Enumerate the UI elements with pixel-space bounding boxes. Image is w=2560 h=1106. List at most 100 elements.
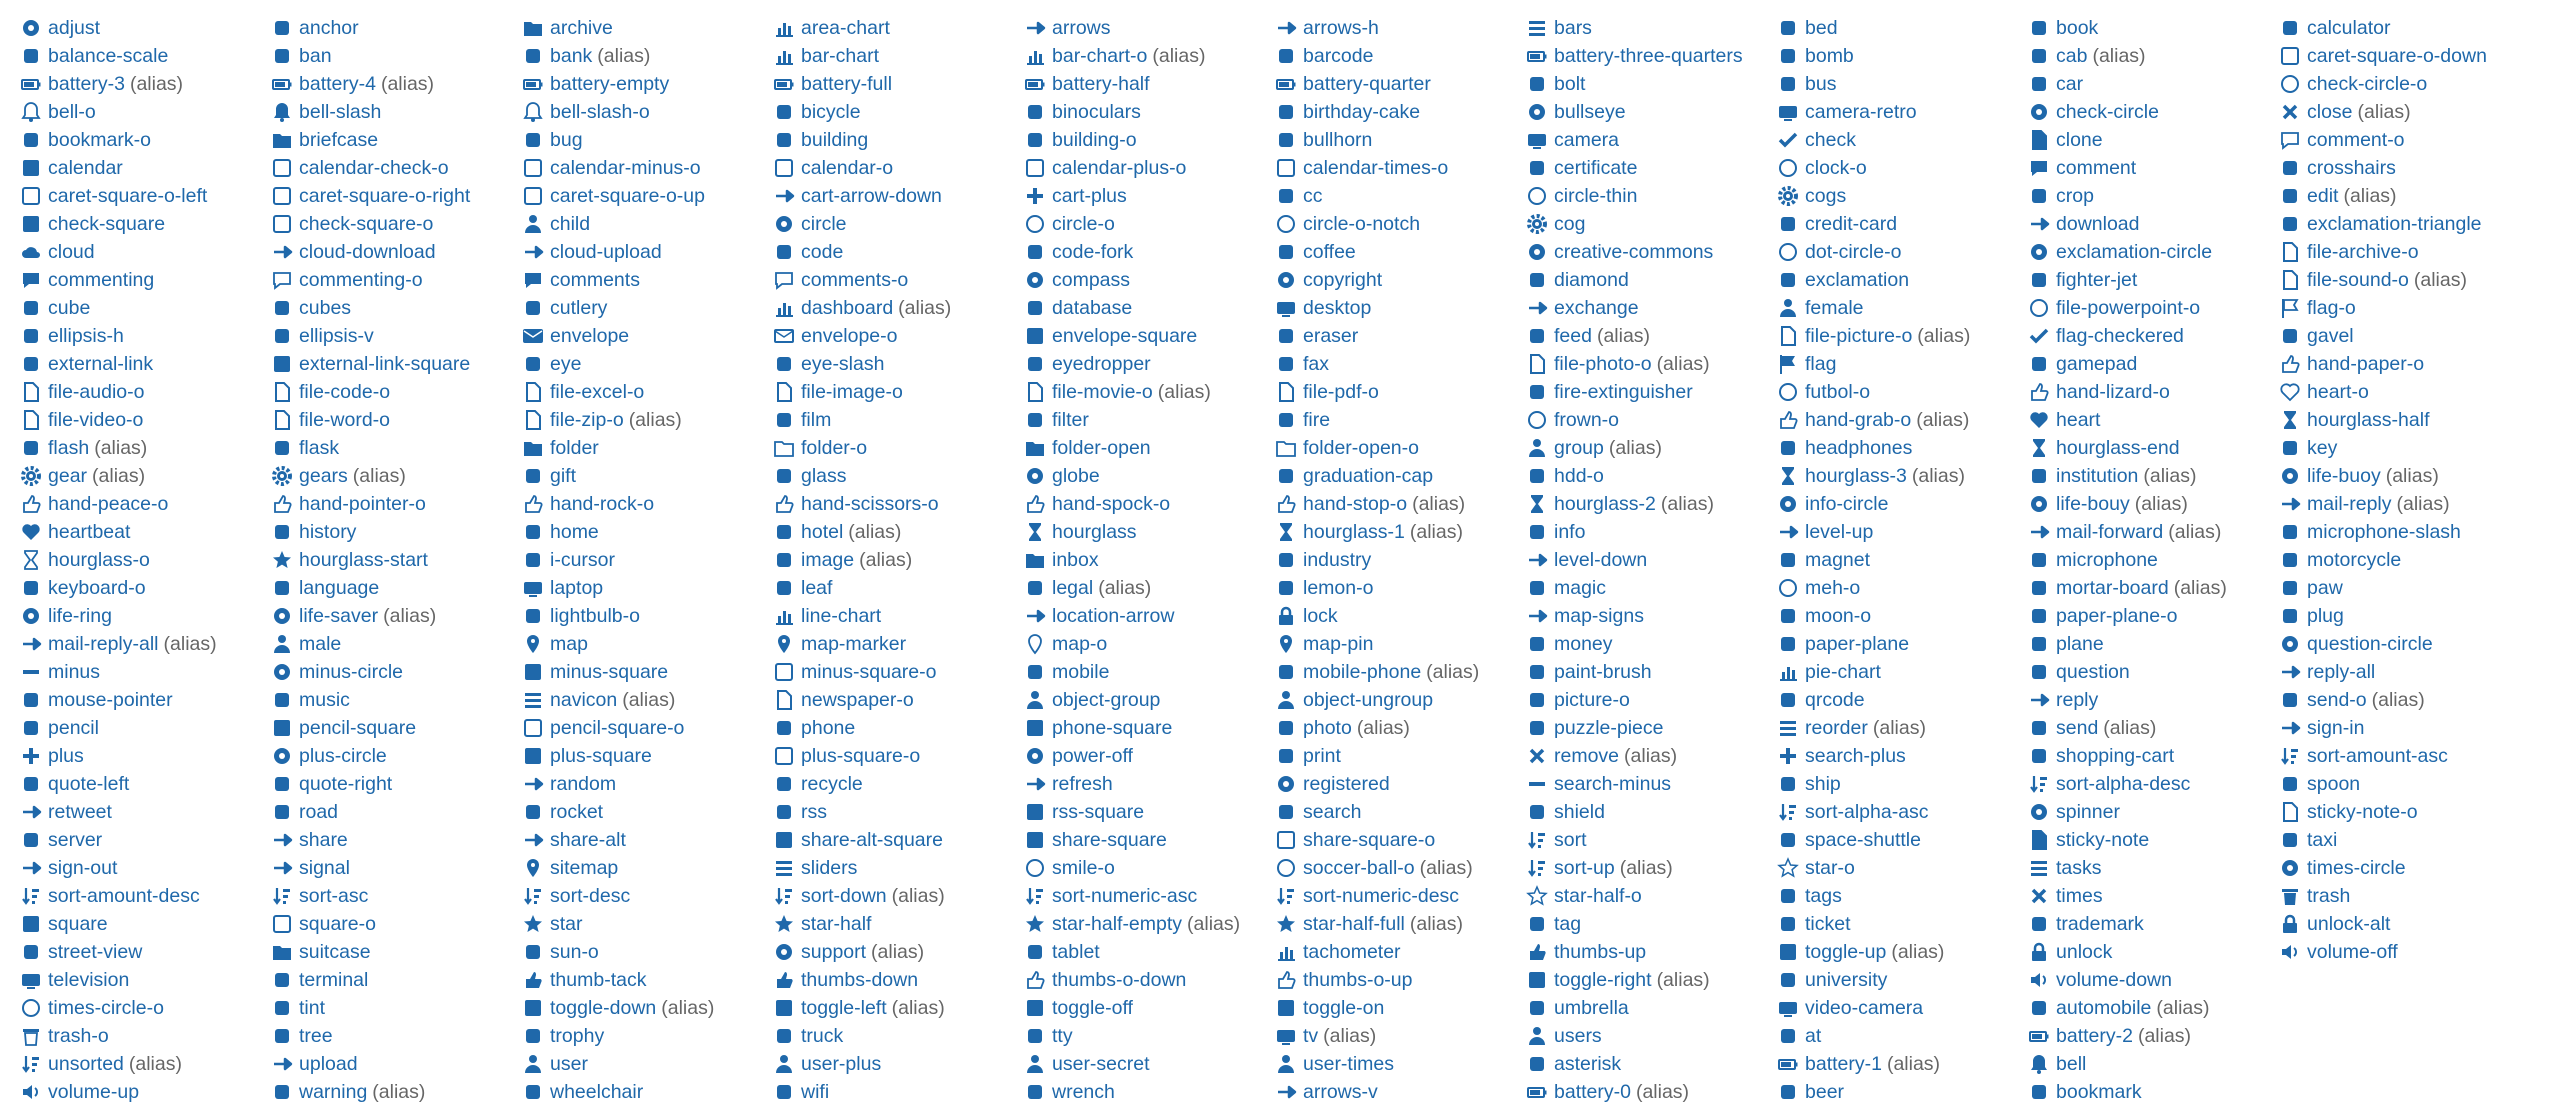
icon-link-comment[interactable]: comment (2028, 154, 2279, 182)
icon-link-building[interactable]: building (773, 126, 1024, 154)
icon-link-camera[interactable]: camera (1526, 126, 1777, 154)
icon-link-heart[interactable]: heart (2028, 406, 2279, 434)
icon-link-volume-up[interactable]: volume-up (20, 1078, 271, 1106)
icon-link-paw[interactable]: paw (2279, 574, 2530, 602)
icon-link-quote-left[interactable]: quote-left (20, 770, 271, 798)
icon-link-truck[interactable]: truck (773, 1022, 1024, 1050)
icon-link-tint[interactable]: tint (271, 994, 522, 1022)
icon-link-battery-empty[interactable]: battery-empty (522, 70, 773, 98)
icon-link-battery-4[interactable]: battery-4 (alias) (271, 70, 522, 98)
icon-link-adjust[interactable]: adjust (20, 14, 271, 42)
icon-link-circle[interactable]: circle (773, 210, 1024, 238)
icon-link-exclamation-triangle[interactable]: exclamation-triangle (2279, 210, 2530, 238)
icon-link-pencil[interactable]: pencil (20, 714, 271, 742)
icon-link-spoon[interactable]: spoon (2279, 770, 2530, 798)
icon-link-star-half-full[interactable]: star-half-full (alias) (1275, 910, 1526, 938)
icon-link-plug[interactable]: plug (2279, 602, 2530, 630)
icon-link-comments-o[interactable]: comments-o (773, 266, 1024, 294)
icon-link-ship[interactable]: ship (1777, 770, 2028, 798)
icon-link-area-chart[interactable]: area-chart (773, 14, 1024, 42)
icon-link-calculator[interactable]: calculator (2279, 14, 2530, 42)
icon-link-flag[interactable]: flag (1777, 350, 2028, 378)
icon-link-industry[interactable]: industry (1275, 546, 1526, 574)
icon-link-toggle-on[interactable]: toggle-on (1275, 994, 1526, 1022)
icon-link-pie-chart[interactable]: pie-chart (1777, 658, 2028, 686)
icon-link-eye[interactable]: eye (522, 350, 773, 378)
icon-link-file-code-o[interactable]: file-code-o (271, 378, 522, 406)
icon-link-mail-reply[interactable]: mail-reply (alias) (2279, 490, 2530, 518)
icon-link-star-half-o[interactable]: star-half-o (1526, 882, 1777, 910)
icon-link-star-o[interactable]: star-o (1777, 854, 2028, 882)
icon-link-map-o[interactable]: map-o (1024, 630, 1275, 658)
icon-link-envelope-o[interactable]: envelope-o (773, 322, 1024, 350)
icon-link-coffee[interactable]: coffee (1275, 238, 1526, 266)
icon-link-sitemap[interactable]: sitemap (522, 854, 773, 882)
icon-link-archive[interactable]: archive (522, 14, 773, 42)
icon-link-creative-commons[interactable]: creative-commons (1526, 238, 1777, 266)
icon-link-user-secret[interactable]: user-secret (1024, 1050, 1275, 1078)
icon-link-external-link-square[interactable]: external-link-square (271, 350, 522, 378)
icon-link-clock-o[interactable]: clock-o (1777, 154, 2028, 182)
icon-link-battery-0[interactable]: battery-0 (alias) (1526, 1078, 1777, 1106)
icon-link-object-ungroup[interactable]: object-ungroup (1275, 686, 1526, 714)
icon-link-cube[interactable]: cube (20, 294, 271, 322)
icon-link-caret-square-o-left[interactable]: caret-square-o-left (20, 182, 271, 210)
icon-link-minus-square-o[interactable]: minus-square-o (773, 658, 1024, 686)
icon-link-tty[interactable]: tty (1024, 1022, 1275, 1050)
icon-link-moon-o[interactable]: moon-o (1777, 602, 2028, 630)
icon-link-level-down[interactable]: level-down (1526, 546, 1777, 574)
icon-link-building-o[interactable]: building-o (1024, 126, 1275, 154)
icon-link-sticky-note-o[interactable]: sticky-note-o (2279, 798, 2530, 826)
icon-link-tree[interactable]: tree (271, 1022, 522, 1050)
icon-link-bars[interactable]: bars (1526, 14, 1777, 42)
icon-link-car[interactable]: car (2028, 70, 2279, 98)
icon-link-pencil-square-o[interactable]: pencil-square-o (522, 714, 773, 742)
icon-link-close[interactable]: close (alias) (2279, 98, 2530, 126)
icon-link-at[interactable]: at (1777, 1022, 2028, 1050)
icon-link-fire[interactable]: fire (1275, 406, 1526, 434)
icon-link-spinner[interactable]: spinner (2028, 798, 2279, 826)
icon-link-music[interactable]: music (271, 686, 522, 714)
icon-link-bar-chart[interactable]: bar-chart (773, 42, 1024, 70)
icon-link-tablet[interactable]: tablet (1024, 938, 1275, 966)
icon-link-toggle-off[interactable]: toggle-off (1024, 994, 1275, 1022)
icon-link-file-picture-o[interactable]: file-picture-o (alias) (1777, 322, 2028, 350)
icon-link-cloud[interactable]: cloud (20, 238, 271, 266)
icon-link-square[interactable]: square (20, 910, 271, 938)
icon-link-sort-amount-asc[interactable]: sort-amount-asc (2279, 742, 2530, 770)
icon-link-life-ring[interactable]: life-ring (20, 602, 271, 630)
icon-link-sign-out[interactable]: sign-out (20, 854, 271, 882)
icon-link-globe[interactable]: globe (1024, 462, 1275, 490)
icon-link-file-sound-o[interactable]: file-sound-o (alias) (2279, 266, 2530, 294)
icon-link-bar-chart-o[interactable]: bar-chart-o (alias) (1024, 42, 1275, 70)
icon-link-signal[interactable]: signal (271, 854, 522, 882)
icon-link-taxi[interactable]: taxi (2279, 826, 2530, 854)
icon-link-briefcase[interactable]: briefcase (271, 126, 522, 154)
icon-link-credit-card[interactable]: credit-card (1777, 210, 2028, 238)
icon-link-times-circle-o[interactable]: times-circle-o (20, 994, 271, 1022)
icon-link-mouse-pointer[interactable]: mouse-pointer (20, 686, 271, 714)
icon-link-home[interactable]: home (522, 518, 773, 546)
icon-link-space-shuttle[interactable]: space-shuttle (1777, 826, 2028, 854)
icon-link-heart-o[interactable]: heart-o (2279, 378, 2530, 406)
icon-link-hand-stop-o[interactable]: hand-stop-o (alias) (1275, 490, 1526, 518)
icon-link-image[interactable]: image (alias) (773, 546, 1024, 574)
icon-link-commenting[interactable]: commenting (20, 266, 271, 294)
icon-link-map-pin[interactable]: map-pin (1275, 630, 1526, 658)
icon-link-sign-in[interactable]: sign-in (2279, 714, 2530, 742)
icon-link-eraser[interactable]: eraser (1275, 322, 1526, 350)
icon-link-photo[interactable]: photo (alias) (1275, 714, 1526, 742)
icon-link-flag-checkered[interactable]: flag-checkered (2028, 322, 2279, 350)
icon-link-trash-o[interactable]: trash-o (20, 1022, 271, 1050)
icon-link-fire-extinguisher[interactable]: fire-extinguisher (1526, 378, 1777, 406)
icon-link-wheelchair[interactable]: wheelchair (522, 1078, 773, 1106)
icon-link-meh-o[interactable]: meh-o (1777, 574, 2028, 602)
icon-link-tv[interactable]: tv (alias) (1275, 1022, 1526, 1050)
icon-link-reorder[interactable]: reorder (alias) (1777, 714, 2028, 742)
icon-link-suitcase[interactable]: suitcase (271, 938, 522, 966)
icon-link-check-circle-o[interactable]: check-circle-o (2279, 70, 2530, 98)
icon-link-sort-down[interactable]: sort-down (alias) (773, 882, 1024, 910)
icon-link-sort-up[interactable]: sort-up (alias) (1526, 854, 1777, 882)
icon-link-bug[interactable]: bug (522, 126, 773, 154)
icon-link-bookmark[interactable]: bookmark (2028, 1078, 2279, 1106)
